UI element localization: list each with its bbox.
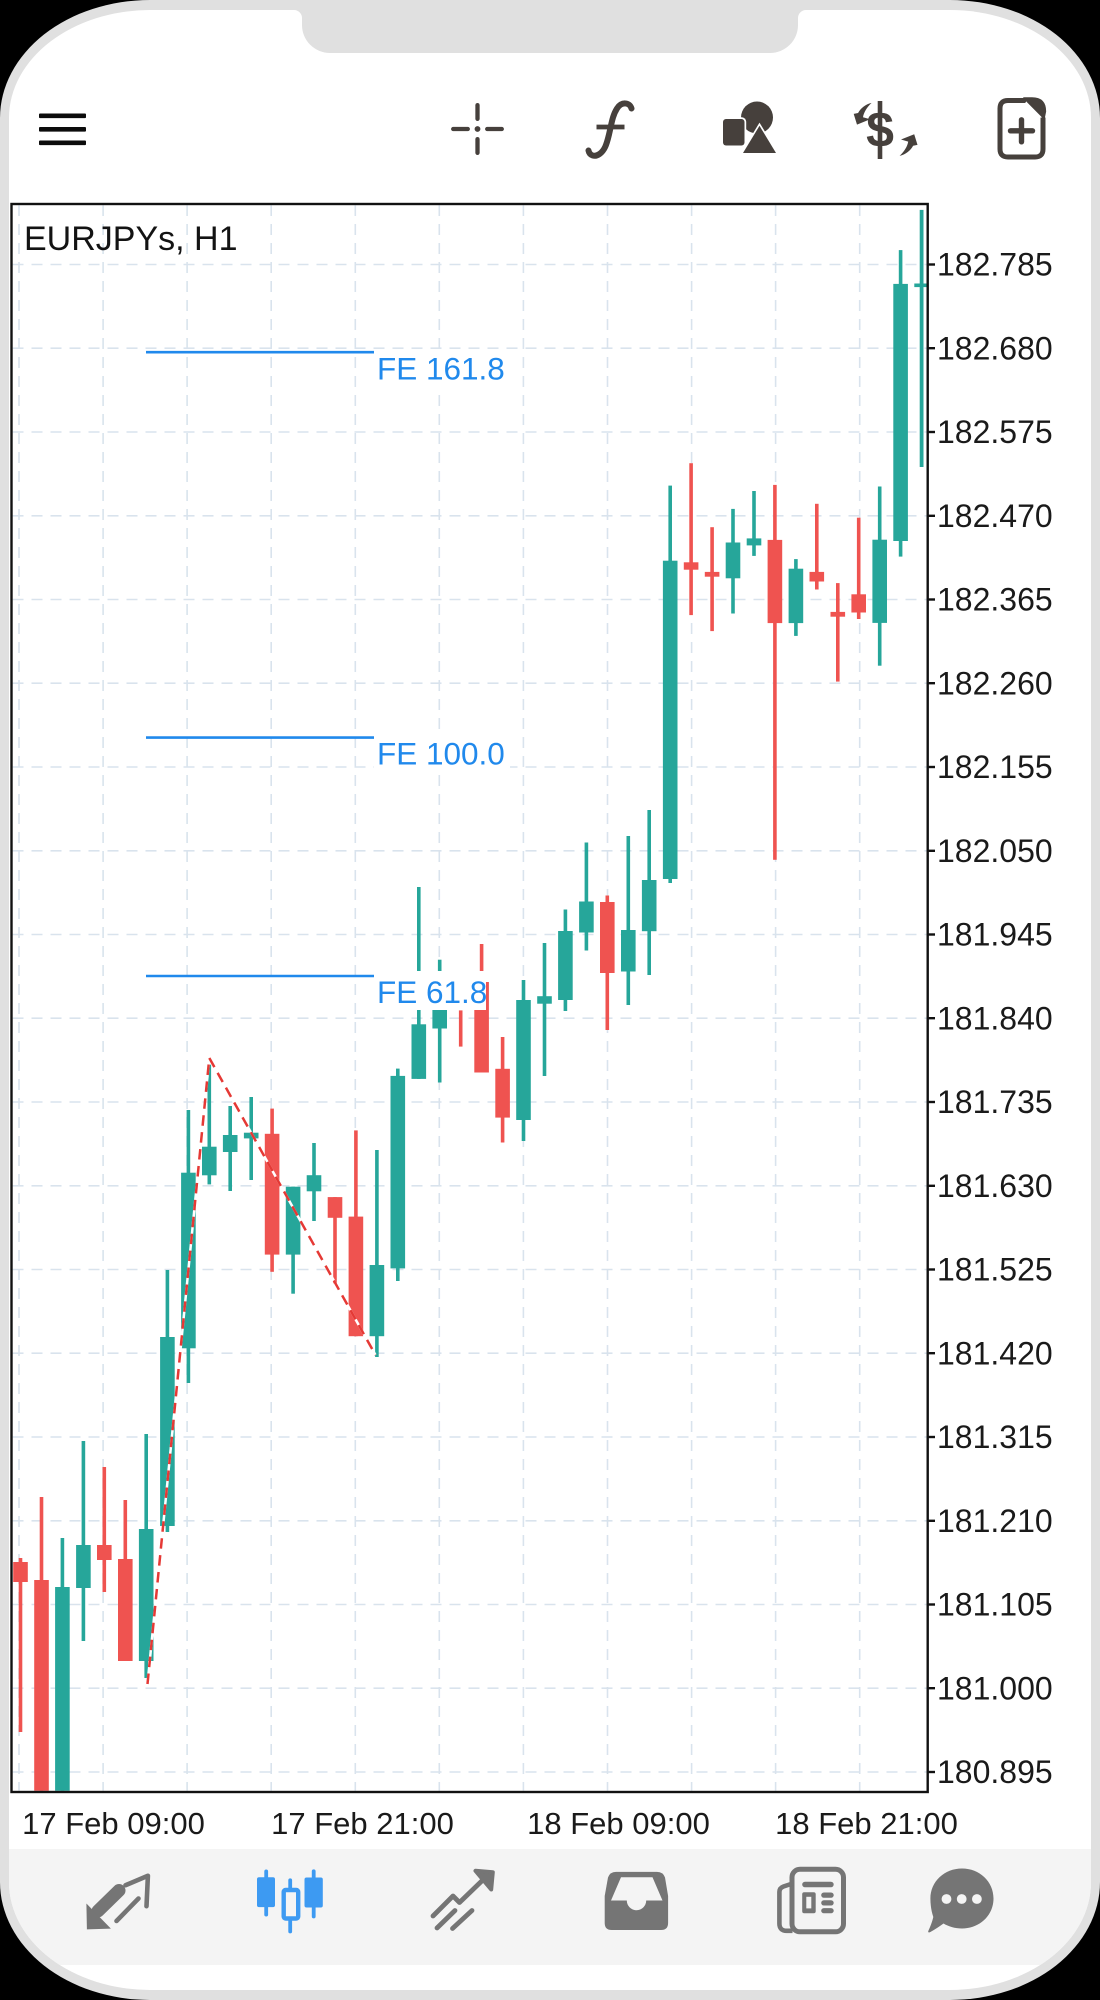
svg-text:182.365: 182.365 bbox=[937, 582, 1053, 618]
svg-text:17 Feb 09:00: 17 Feb 09:00 bbox=[22, 1806, 205, 1841]
svg-text:182.785: 182.785 bbox=[937, 247, 1053, 283]
svg-text:FE 61.8: FE 61.8 bbox=[377, 974, 487, 1010]
svg-text:182.680: 182.680 bbox=[937, 330, 1053, 366]
svg-text:17 Feb 21:00: 17 Feb 21:00 bbox=[271, 1806, 454, 1841]
svg-text:182.260: 182.260 bbox=[937, 666, 1053, 702]
svg-text:180.895: 180.895 bbox=[937, 1754, 1053, 1790]
svg-text:182.155: 182.155 bbox=[937, 749, 1053, 785]
svg-text:181.735: 181.735 bbox=[937, 1084, 1053, 1120]
svg-text:181.210: 181.210 bbox=[937, 1503, 1053, 1539]
svg-text:EURJPYs, H1: EURJPYs, H1 bbox=[24, 220, 238, 258]
svg-text:18 Feb 21:00: 18 Feb 21:00 bbox=[775, 1806, 958, 1841]
svg-text:18 Feb 09:00: 18 Feb 09:00 bbox=[527, 1806, 710, 1841]
svg-text:181.420: 181.420 bbox=[937, 1336, 1053, 1372]
svg-text:181.840: 181.840 bbox=[937, 1001, 1053, 1037]
svg-text:181.315: 181.315 bbox=[937, 1419, 1053, 1455]
svg-text:181.105: 181.105 bbox=[937, 1587, 1053, 1623]
svg-text:FE 161.8: FE 161.8 bbox=[377, 351, 505, 387]
svg-text:182.575: 182.575 bbox=[937, 414, 1053, 450]
svg-text:181.630: 181.630 bbox=[937, 1168, 1053, 1204]
svg-text:182.050: 182.050 bbox=[937, 833, 1053, 869]
svg-text:182.470: 182.470 bbox=[937, 498, 1053, 534]
svg-text:181.525: 181.525 bbox=[937, 1252, 1053, 1288]
svg-text:FE 100.0: FE 100.0 bbox=[377, 736, 505, 772]
svg-text:181.945: 181.945 bbox=[937, 917, 1053, 953]
svg-text:181.000: 181.000 bbox=[937, 1671, 1053, 1707]
